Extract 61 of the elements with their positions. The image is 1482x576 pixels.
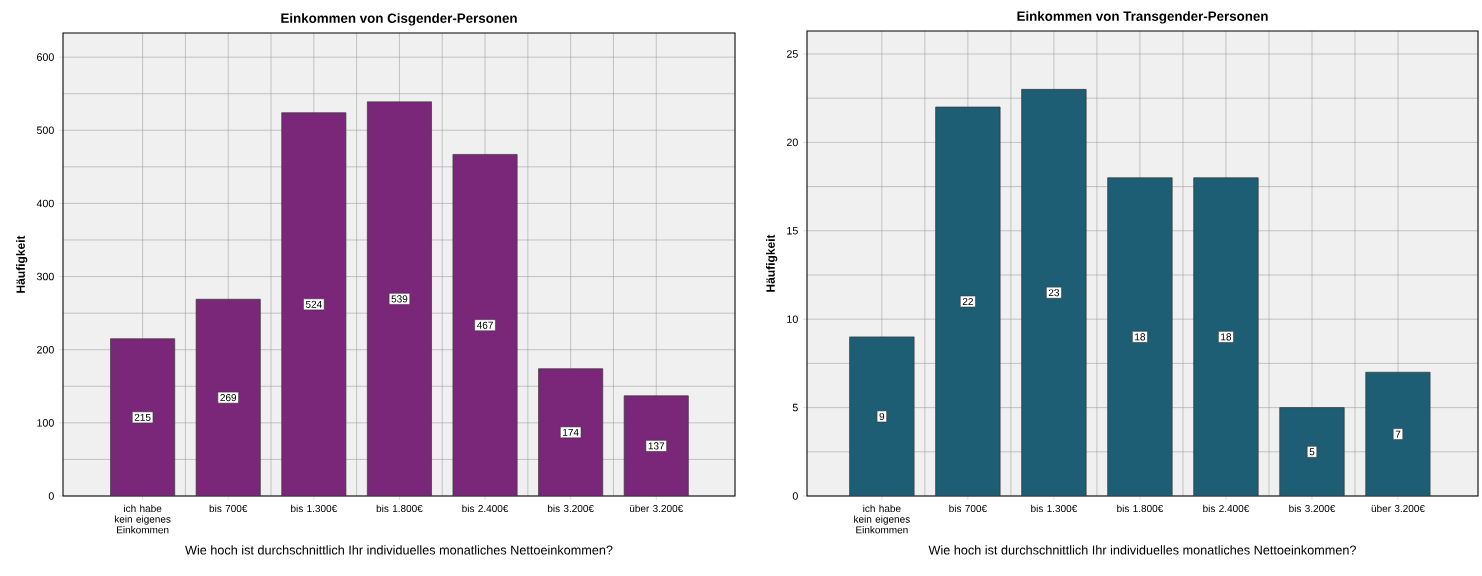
bar bbox=[1193, 177, 1259, 496]
y-tick-label: 20 bbox=[786, 138, 798, 147]
x-tick-label: bis 1.300€ bbox=[291, 504, 338, 513]
x-tick-label: bis 3.200€ bbox=[1289, 504, 1336, 513]
x-axis-title: Wie hoch ist durchschnittlich Ihr individuelles monatliches Nettoeinkommen? bbox=[185, 545, 613, 555]
x-tick-label: bis 700€ bbox=[949, 504, 987, 513]
x-tick-label: bis 2.400€ bbox=[1203, 504, 1250, 513]
data-label: 5 bbox=[1309, 448, 1315, 456]
x-tick-label: bis 2.400€ bbox=[462, 504, 509, 513]
y-tick-label: 0 bbox=[792, 492, 798, 500]
data-label: 524 bbox=[305, 300, 322, 308]
y-tick-label: 600 bbox=[37, 53, 54, 61]
y-tick-label: 200 bbox=[37, 345, 54, 354]
data-label: 18 bbox=[1221, 333, 1232, 341]
data-label: 539 bbox=[391, 295, 408, 303]
bar bbox=[281, 112, 346, 496]
data-label: 269 bbox=[220, 394, 237, 402]
y-tick-label: 400 bbox=[36, 199, 54, 208]
data-label: 215 bbox=[134, 413, 151, 421]
x-tick-label: über 3.200€ bbox=[1371, 504, 1425, 513]
bar bbox=[538, 368, 603, 496]
x-tick-label: bis 3.200€ bbox=[547, 504, 594, 513]
bar bbox=[110, 338, 175, 496]
y-tick-label: 300 bbox=[36, 272, 54, 281]
x-tick-label: über 3.200€ bbox=[629, 504, 684, 513]
data-label: 18 bbox=[1135, 333, 1146, 341]
bar bbox=[367, 101, 432, 496]
y-tick-label: 15 bbox=[787, 227, 798, 235]
x-tick-label: bis 1.800€ bbox=[1117, 504, 1164, 513]
bar bbox=[935, 106, 1001, 496]
data-label: 7 bbox=[1395, 430, 1401, 438]
data-label: 137 bbox=[648, 442, 665, 450]
bar bbox=[196, 299, 261, 496]
chart-title: Einkommen von Cisgender-Personen bbox=[281, 13, 517, 26]
chart-title: Einkommen von Transgender-Personen bbox=[1017, 11, 1268, 24]
data-label: 467 bbox=[476, 321, 493, 329]
y-tick-label: 0 bbox=[48, 492, 54, 500]
y-tick-label: 25 bbox=[786, 50, 798, 58]
bar bbox=[623, 395, 689, 496]
data-label: 174 bbox=[563, 428, 579, 436]
y-tick-label: 500 bbox=[36, 126, 54, 135]
y-axis-title: Häufigkeit bbox=[766, 234, 778, 292]
x-tick-label: ich habe kein eigenes Einkommen bbox=[114, 504, 171, 534]
data-label: 22 bbox=[962, 298, 973, 305]
x-tick-label: bis 1.300€ bbox=[1031, 504, 1078, 513]
bar bbox=[1279, 407, 1345, 496]
data-label: 23 bbox=[1048, 289, 1060, 297]
x-tick-label: bis 1.800€ bbox=[376, 504, 423, 513]
y-tick-label: 5 bbox=[792, 403, 798, 412]
y-axis-title: Häufigkeit bbox=[16, 235, 28, 293]
bar bbox=[1107, 177, 1173, 496]
x-tick-label: ich habe kein eigenes Einkommen bbox=[854, 504, 910, 534]
x-axis-title: Wie hoch ist durchschnittlich Ihr individuelles monatliches Nettoeinkommen? bbox=[928, 545, 1356, 555]
y-tick-label: 10 bbox=[787, 315, 798, 323]
bar bbox=[849, 336, 915, 496]
data-label: 9 bbox=[879, 412, 885, 420]
bar bbox=[1365, 371, 1431, 496]
y-tick-label: 100 bbox=[37, 419, 54, 427]
bar bbox=[1021, 89, 1087, 496]
bar bbox=[452, 154, 518, 496]
x-tick-label: bis 700€ bbox=[209, 504, 248, 513]
